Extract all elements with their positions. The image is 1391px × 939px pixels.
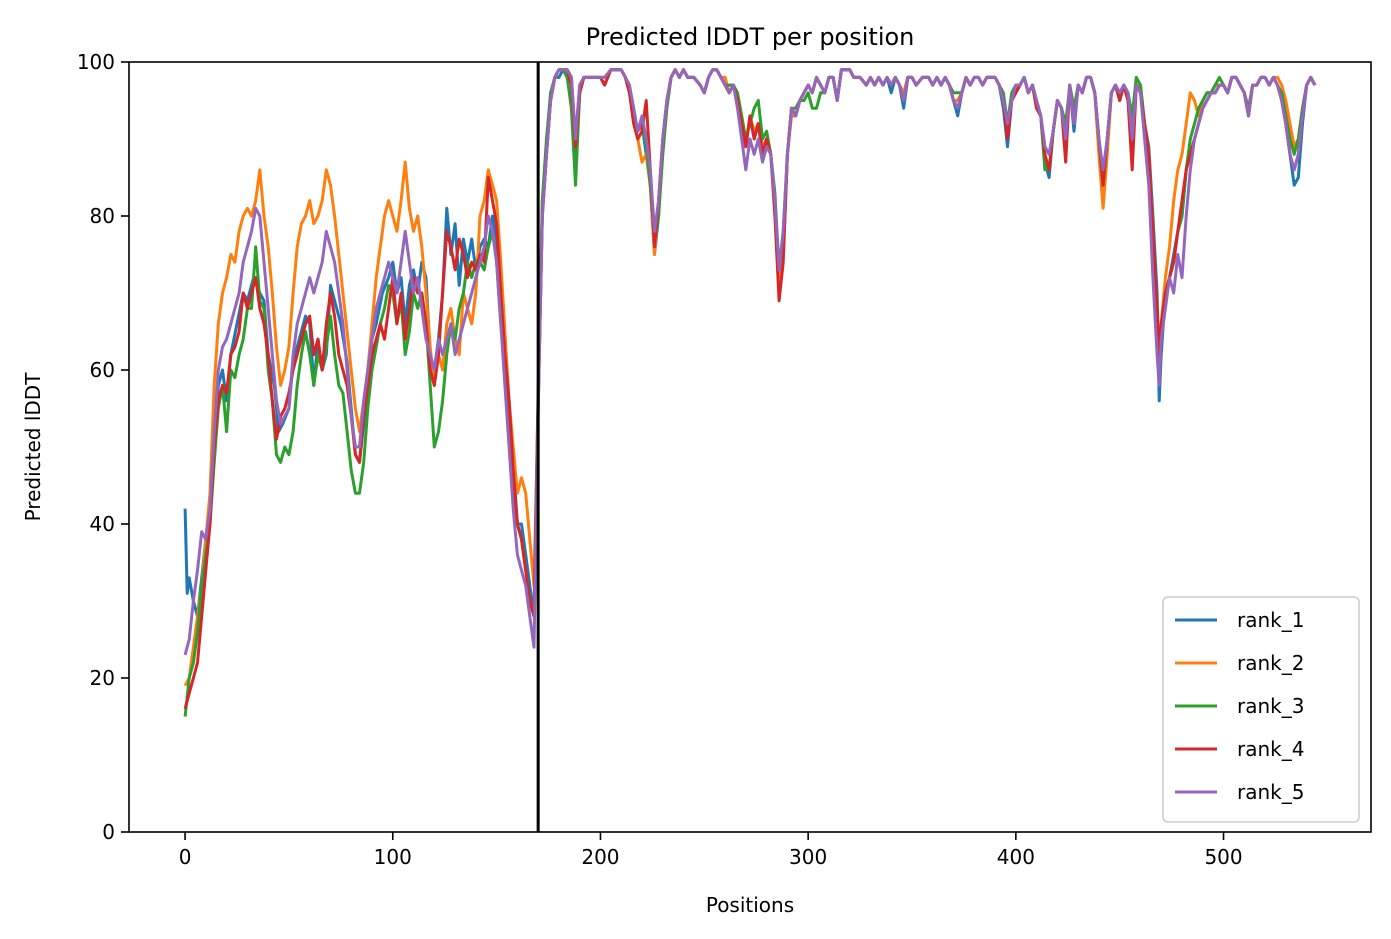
plot-frame [128,61,1372,833]
legend: rank_1 rank_2 rank_3 rank_4 rank_5 [1162,596,1360,823]
x-tick-label: 400 [997,845,1035,869]
y-tick-label: 40 [90,512,115,536]
legend-label-rank-5: rank_5 [1237,780,1304,804]
y-tick-label: 100 [77,50,115,74]
y-tick-label: 80 [90,204,115,228]
legend-label-rank-2: rank_2 [1237,651,1304,675]
y-tick-label: 60 [90,358,115,382]
x-tick-label: 100 [374,845,412,869]
y-axis: 0 20 40 60 80 100 [77,50,129,844]
x-tick-label: 200 [581,845,619,869]
y-tick-label: 0 [102,820,115,844]
legend-box [1162,596,1360,823]
x-axis-label: Positions [706,893,794,917]
chart-title: Predicted lDDT per position [586,23,915,51]
y-tick-label: 20 [90,666,115,690]
series-layer [183,68,1317,717]
y-axis-label: Predicted lDDT [21,372,45,522]
legend-label-rank-4: rank_4 [1237,737,1304,761]
x-tick-label: 500 [1204,845,1242,869]
series-line-rank-4 [183,68,1317,710]
x-tick-label: 300 [789,845,827,869]
series-line-rank-5 [183,68,1317,656]
x-axis: 0 100 200 300 400 500 [179,832,1243,869]
x-tick-label: 0 [179,845,192,869]
legend-label-rank-1: rank_1 [1237,608,1304,632]
legend-label-rank-3: rank_3 [1237,694,1304,718]
